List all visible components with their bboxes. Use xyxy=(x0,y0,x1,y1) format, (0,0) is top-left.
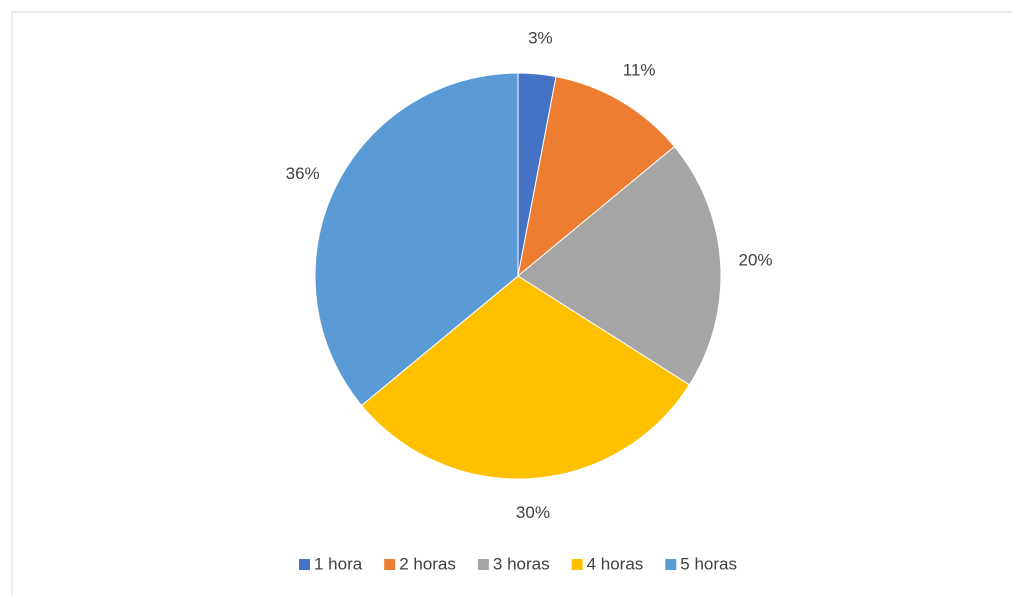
legend-swatch xyxy=(571,559,583,570)
legend-swatch xyxy=(477,559,489,570)
legend-label: 4 horas xyxy=(587,554,644,573)
pie-slice xyxy=(360,275,691,480)
data-label: 11% xyxy=(623,61,656,80)
data-label: 30% xyxy=(516,503,550,522)
chart-frame xyxy=(11,11,1012,595)
data-label: 20% xyxy=(739,251,773,270)
legend-label: 5 horas xyxy=(680,554,737,573)
legend-swatch xyxy=(384,559,396,570)
data-label: 36% xyxy=(286,164,320,183)
legend-label: 3 horas xyxy=(493,554,550,573)
pie-slice xyxy=(314,72,519,407)
legend-label: 2 horas xyxy=(399,554,456,573)
pie-slice xyxy=(517,145,722,386)
legend-swatch xyxy=(298,559,310,570)
pie-slice xyxy=(517,76,676,278)
data-label: 3% xyxy=(528,29,553,48)
legend-swatch xyxy=(665,559,677,570)
legend-label: 1 hora xyxy=(314,554,363,573)
